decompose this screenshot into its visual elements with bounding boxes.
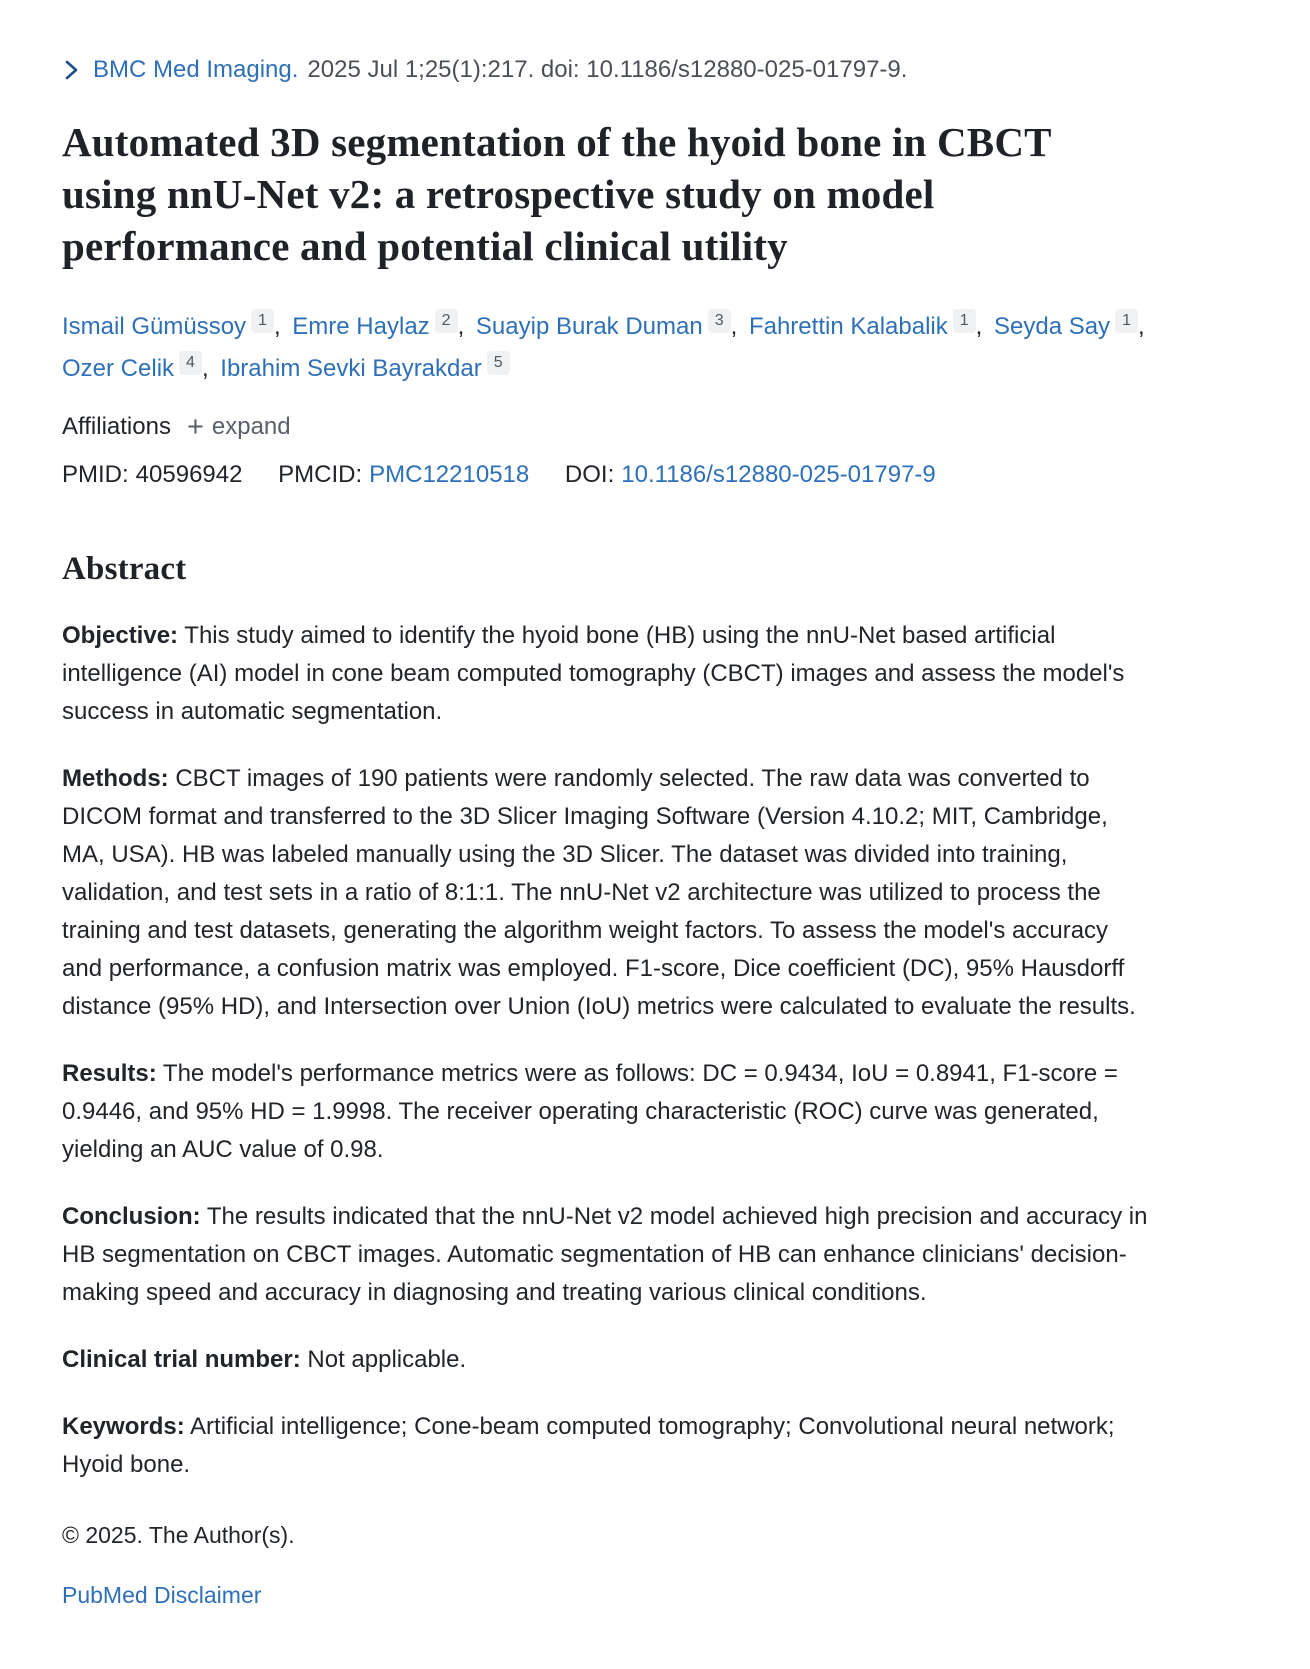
paragraph-text: The results indicated that the nnU-Net v…: [62, 1202, 1148, 1306]
identifiers-row: PMID: 40596942 PMCID: PMC12210518 DOI: 10.1…: [62, 461, 1248, 489]
doi-link[interactable]: 10.1186/s12880-025-01797-9: [621, 460, 936, 488]
author-affiliation-sup: 1: [251, 309, 274, 334]
abstract-paragraph-keywords: Keywords: Artificial intelligence; Cone-…: [62, 1408, 1154, 1484]
paragraph-text: The model's performance metrics were as …: [62, 1059, 1118, 1163]
paragraph-text: Not applicable.: [307, 1345, 467, 1373]
plus-icon: +: [186, 410, 204, 443]
author-link[interactable]: Emre Haylaz: [292, 313, 430, 341]
pmcid-label: PMCID:: [278, 460, 363, 488]
abstract-paragraph-results: Results: The model's performance metrics…: [62, 1055, 1154, 1169]
paragraph-label: Results:: [62, 1059, 157, 1087]
pubmed-disclaimer-link[interactable]: PubMed Disclaimer: [62, 1581, 262, 1608]
copyright-notice: © 2025. The Author(s).: [62, 1521, 295, 1548]
paragraph-label: Methods:: [62, 764, 169, 792]
author: Ozer Celik 4,: [62, 350, 214, 382]
affiliations-row: Affiliations + expand: [62, 410, 1248, 443]
abstract-paragraph-methods: Methods: CBCT images of 190 patients wer…: [62, 760, 1154, 1026]
doi-label: DOI:: [564, 460, 615, 488]
author-affiliation-sup: 4: [179, 350, 202, 375]
paragraph-label: Objective:: [62, 621, 179, 649]
paragraph-text: Artificial intelligence; Cone-beam compu…: [62, 1412, 1115, 1478]
pmid-label: PMID:: [62, 460, 129, 488]
author-link[interactable]: Seyda Say: [993, 313, 1111, 341]
author: Ibrahim Sevki Bayrakdar 5: [220, 350, 514, 382]
author-affiliation-sup: 3: [707, 309, 731, 334]
paragraph-label: Clinical trial number:: [62, 1345, 301, 1373]
expand-affiliations-button[interactable]: + expand: [186, 410, 291, 443]
expand-label: expand: [211, 413, 291, 441]
page-title: Automated 3D segmentation of the hyoid b…: [62, 119, 1051, 270]
author: Seyda Say 1,: [993, 309, 1150, 341]
author: Suayip Burak Duman 3,: [475, 309, 742, 341]
abstract-paragraph-objective: Objective: This study aimed to identify …: [62, 617, 1154, 731]
doi-segment: DOI: 10.1186/s12880-025-01797-9: [565, 461, 936, 488]
author: Fahrettin Kalabalik 1,: [748, 309, 987, 341]
paragraph-text: This study aimed to identify the hyoid b…: [62, 621, 1125, 725]
paragraph-text: CBCT images of 190 patients were randoml…: [62, 764, 1136, 1020]
author: Emre Haylaz 2,: [292, 309, 469, 341]
author-link[interactable]: Ozer Celik: [62, 354, 175, 382]
author-affiliation-sup: 2: [434, 309, 458, 334]
author-affiliation-sup: 1: [1115, 309, 1138, 334]
author-link[interactable]: Ismail Gümüssoy: [62, 313, 247, 341]
paragraph-label: Conclusion:: [62, 1202, 201, 1230]
pmcid-link[interactable]: PMC12210518: [369, 460, 530, 488]
abstract-paragraph-conclusion: Conclusion: The results indicated that t…: [62, 1198, 1154, 1312]
paragraph-label: Keywords:: [62, 1412, 185, 1440]
chevron-right-icon[interactable]: [62, 57, 81, 83]
author-affiliation-sup: 1: [952, 309, 976, 334]
pmid-segment: PMID: 40596942: [62, 461, 242, 488]
abstract-heading: Abstract: [62, 550, 187, 587]
pmid-value: 40596942: [135, 460, 243, 488]
abstract-paragraph-clinical-trial: Clinical trial number: Not applicable.: [62, 1341, 1154, 1379]
author-affiliation-sup: 5: [486, 350, 510, 375]
author-link[interactable]: Ibrahim Sevki Bayrakdar: [220, 354, 482, 382]
authors-list: Ismail Gümüssoy 1, Emre Haylaz 2, Suayip B…: [62, 306, 1170, 389]
citation-text: 2025 Jul 1;25(1):217. doi: 10.1186/s1288…: [307, 56, 908, 83]
affiliations-label: Affiliations: [62, 413, 171, 441]
author: Ismail Gümüssoy 1,: [62, 309, 286, 341]
pmcid-segment: PMCID: PMC12210518: [278, 461, 529, 488]
author-link[interactable]: Suayip Burak Duman: [475, 313, 703, 341]
journal-link[interactable]: BMC Med Imaging.: [93, 56, 299, 83]
citation-row: BMC Med Imaging. 2025 Jul 1;25(1):217. d…: [62, 54, 1248, 85]
author-link[interactable]: Fahrettin Kalabalik: [748, 313, 948, 341]
